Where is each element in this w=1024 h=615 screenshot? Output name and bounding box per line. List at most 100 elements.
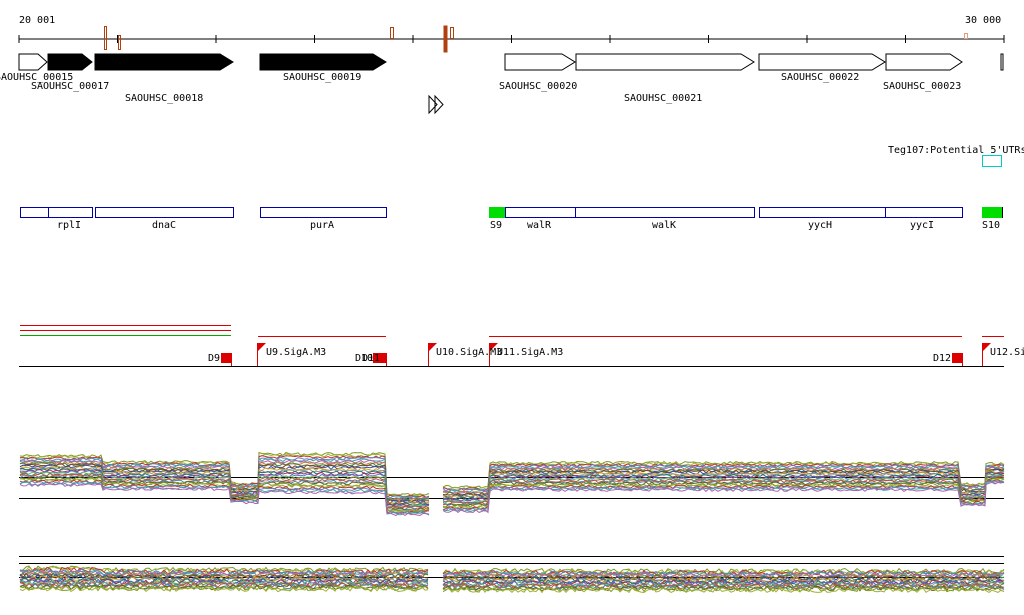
- transcription-label: U10.SigA.M3: [436, 347, 502, 358]
- axis-marker[interactable]: [104, 26, 107, 50]
- transcription-track: D9 U9.SigA.M3 D10 D11 U10.SigA.M3 U11.Si…: [19, 325, 1024, 367]
- terminator-flag-D9[interactable]: [221, 353, 231, 363]
- feature-box-rplI[interactable]: [48, 207, 93, 218]
- expression-lines-left[interactable]: [19, 565, 429, 593]
- expression-line[interactable]: [442, 470, 1005, 500]
- utr-track-label: Teg107:Potential 5'UTRs: [888, 145, 1024, 156]
- feature-box-walR[interactable]: [505, 207, 576, 218]
- double-chevron-icon[interactable]: [428, 94, 444, 115]
- promoter-flag-U12[interactable]: [982, 343, 992, 366]
- gene-arrow-SAOUHSC_00017[interactable]: [47, 53, 93, 71]
- promoter-flag-U11[interactable]: [489, 343, 499, 366]
- expression-line[interactable]: [19, 457, 430, 500]
- expression-track-2: [19, 556, 1005, 594]
- feature-label: S10: [982, 220, 1000, 231]
- gene-label: SAOUHSC_00019: [283, 72, 361, 83]
- feature-box-purA[interactable]: [260, 207, 387, 218]
- gene-label: SAOUHSC_00020: [499, 81, 577, 92]
- expression-line[interactable]: [19, 575, 429, 583]
- gene-arrow-SAOUHSC_00022[interactable]: [758, 53, 886, 71]
- transcription-label: D12: [933, 353, 951, 364]
- expression-line[interactable]: [442, 586, 1005, 593]
- expression-line[interactable]: [19, 483, 430, 517]
- expression-line[interactable]: [19, 576, 429, 584]
- expression-line[interactable]: [19, 477, 430, 513]
- feature-label: yycI: [910, 220, 934, 231]
- expression-line[interactable]: [442, 481, 1005, 514]
- expression-line[interactable]: [19, 481, 430, 516]
- expression-lines-right[interactable]: [442, 460, 1005, 514]
- expression-line[interactable]: [442, 579, 1005, 587]
- feature-box-left[interactable]: [20, 207, 49, 218]
- axis-marker[interactable]: [390, 27, 394, 39]
- axis-start-label: 20 001: [19, 15, 55, 26]
- expression-line[interactable]: [19, 579, 429, 587]
- expression-line[interactable]: [442, 478, 1005, 510]
- gene-label: SAOUHSC_00015: [0, 72, 73, 83]
- feature-label: walR: [527, 220, 552, 231]
- expression-line[interactable]: [442, 466, 1005, 495]
- expression-lines-left[interactable]: [19, 451, 430, 517]
- gene-arrow-SAOUHSC_00023[interactable]: [885, 53, 963, 71]
- expression-line[interactable]: [442, 474, 1005, 504]
- expression-line[interactable]: [19, 471, 430, 509]
- expression-line[interactable]: [19, 453, 430, 499]
- gene-arrow-SAOUHSC_00015[interactable]: [18, 53, 48, 71]
- gene-arrow-partial[interactable]: [1000, 53, 1004, 71]
- expression-line[interactable]: [19, 585, 429, 593]
- gene-arrow-SAOUHSC_00021[interactable]: [575, 53, 755, 71]
- axis-ticks: [18, 35, 1005, 43]
- feature-box-S10[interactable]: [982, 207, 1002, 218]
- expression-line[interactable]: [19, 473, 430, 510]
- axis-marker[interactable]: [118, 35, 121, 50]
- expression-line[interactable]: [442, 476, 1005, 508]
- expression-line[interactable]: [19, 459, 430, 501]
- feature-label: walK: [652, 220, 676, 231]
- expression-line[interactable]: [19, 456, 430, 500]
- feature-box-yycI[interactable]: [885, 207, 963, 218]
- feature-box-S9[interactable]: [489, 207, 505, 218]
- expression-line[interactable]: [442, 475, 1005, 506]
- gene-label: SAOUHSC_00018: [125, 93, 203, 104]
- expression-line[interactable]: [442, 469, 1005, 499]
- feature-label: S9: [490, 220, 502, 231]
- axis-markers: [104, 25, 968, 53]
- utr-box[interactable]: [982, 155, 1002, 167]
- expression-line[interactable]: [443, 465, 1005, 495]
- feature-box-yycH[interactable]: [759, 207, 886, 218]
- expression-line[interactable]: [442, 464, 1005, 493]
- expression-line[interactable]: [442, 468, 1005, 496]
- expression-line[interactable]: [20, 455, 430, 499]
- transcription-label: D10: [355, 353, 373, 364]
- feature-label: dnaC: [152, 220, 176, 231]
- axis-marker[interactable]: [964, 33, 968, 39]
- gene-arrow-SAOUHSC_00019[interactable]: [259, 53, 387, 71]
- axis-marker[interactable]: [443, 25, 448, 53]
- expression-line[interactable]: [19, 565, 429, 574]
- gene-label: SAOUHSC_00022: [781, 72, 859, 83]
- feature-label: purA: [310, 220, 334, 231]
- expression-track-1: [19, 451, 1005, 517]
- terminator-flag-D12[interactable]: [952, 353, 962, 363]
- expression-lines-right[interactable]: [442, 567, 1005, 594]
- feature-track: rplI dnaC purA S9 walR walK yycH yycI S1…: [20, 207, 1003, 231]
- promoter-flag-U10[interactable]: [428, 343, 438, 366]
- gene-label: SAOUHSC_00017: [31, 81, 109, 92]
- gene-arrow-SAOUHSC_00018[interactable]: [94, 53, 234, 71]
- transcription-label: U12.Si: [990, 347, 1024, 358]
- feature-label: rplI: [57, 220, 81, 231]
- axis-marker[interactable]: [450, 27, 454, 39]
- gene-arrow-SAOUHSC_00020[interactable]: [504, 53, 576, 71]
- utr-track: Teg107:Potential 5'UTRs: [888, 145, 1024, 167]
- axis-end-label: 30 000: [965, 15, 1001, 26]
- feature-box-walK[interactable]: [575, 207, 755, 218]
- feature-box-dnaC[interactable]: [95, 207, 234, 218]
- expression-line[interactable]: [442, 473, 1005, 504]
- terminator-flag-D11[interactable]: [373, 353, 387, 363]
- expression-line[interactable]: [442, 471, 1005, 501]
- gene-label: SAOUHSC_00023: [883, 81, 961, 92]
- promoter-flag-U9[interactable]: [257, 343, 267, 366]
- expression-line[interactable]: [442, 586, 1005, 594]
